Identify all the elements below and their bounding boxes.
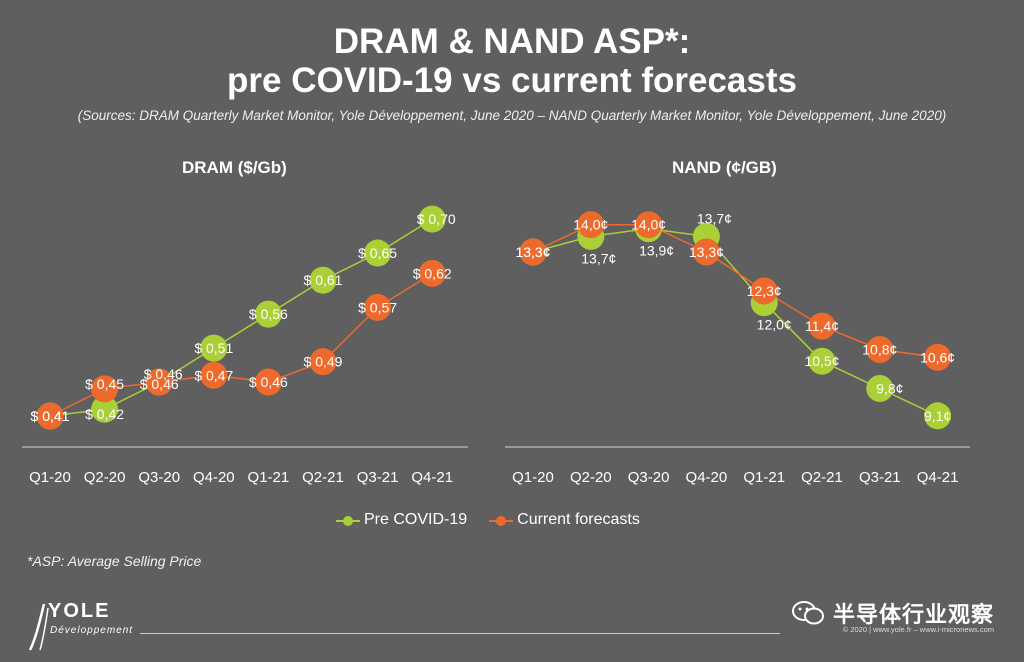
nand-point-current [577,211,605,239]
dram-point-pre-covid [200,334,228,362]
nand-data-label: 13,3¢ [515,244,550,260]
nand-point-current [692,238,720,266]
dram-data-label: $ 0,56 [249,306,288,322]
nand-tick-label: Q2-20 [570,469,612,486]
nand-tick-label: Q4-20 [686,469,728,486]
dram-data-label: $ 0,46 [249,374,288,390]
footnote: *ASP: Average Selling Price [27,553,202,569]
dram-data-label: $ 0,45 [85,376,124,392]
nand-point-current [924,343,952,371]
nand-data-label: 10,8¢ [862,342,897,358]
nand-point-pre-covid [808,347,836,375]
legend: Pre COVID-19 Current forecasts [336,511,662,529]
nand-chart-title: NAND (¢/GB) [672,158,777,177]
dram-data-label: $ 0,70 [417,211,456,227]
dram-data-label: $ 0,41 [31,408,70,424]
nand-tick-label: Q1-21 [743,469,785,486]
dram-data-label: $ 0,47 [194,367,233,383]
dram-data-label: $ 0,57 [358,299,397,315]
legend-swatch-current [489,514,514,526]
nand-point-current [808,312,836,340]
nand-data-label: 9,1¢ [924,408,951,424]
dram-point-current [254,368,282,396]
legend-item-current: Current forecasts [489,511,640,529]
nand-data-label: 13,3¢ [515,244,550,260]
nand-data-label: 10,6¢ [920,349,955,365]
dram-point-current [36,402,64,430]
nand-data-label: 12,0¢ [757,317,792,333]
dram-tick-label: Q3-20 [138,469,180,486]
nand-data-label: 12,3¢ [747,283,782,299]
logo-subtitle: Développement [50,625,134,636]
nand-data-label: 14,0¢ [631,217,666,233]
dram-point-current [309,348,337,376]
dram-data-label: $ 0,46 [144,366,183,382]
nand-point-current [519,238,547,266]
dram-tick-label: Q1-21 [248,469,290,486]
dram-data-label: $ 0,62 [413,265,452,281]
dram-point-current [91,375,119,403]
nand-tick-label: Q1-20 [512,469,554,486]
dram-tick-label: Q4-21 [411,469,453,486]
dram-data-label: $ 0,51 [194,340,233,356]
nand-point-current [635,211,663,239]
wechat-icon [791,601,824,625]
dram-point-pre-covid [254,300,282,328]
nand-data-label: 9,8¢ [876,381,903,397]
dram-chart-title: DRAM ($/Gb) [182,158,287,177]
dram-tick-label: Q3-21 [357,469,399,486]
page-subtitle: pre COVID-19 vs current forecasts [227,61,797,100]
dram-tick-label: Q4-20 [193,469,235,486]
dram-tick-label: Q2-20 [84,469,126,486]
nand-point-current [866,336,894,363]
dram-data-label: $ 0,65 [358,245,397,261]
dram-point-current [418,259,446,287]
nand-data-label: 13,7¢ [697,210,732,226]
yole-logo-icon [28,603,49,651]
page-title: DRAM & NAND ASP*: [333,22,691,61]
legend-item-pre-covid: Pre COVID-19 [336,511,467,529]
nand-point-pre-covid [924,402,952,430]
nand-data-label: 10,5¢ [804,353,839,369]
nand-tick-label: Q3-21 [859,469,901,486]
nand-point-pre-covid [866,375,894,402]
dram-data-label: $ 0,42 [85,406,124,422]
nand-tick-label: Q2-21 [801,469,843,486]
dram-point-pre-covid [309,266,337,294]
copyright: © 2020 | www.yole.fr – www.i-micronews.c… [842,625,994,634]
dram-data-label: $ 0,49 [304,354,343,370]
dram-point-pre-covid [364,239,392,267]
dram-point-current [364,293,392,321]
nand-point-current [750,277,778,305]
dram-point-current [200,361,228,389]
nand-data-label: 13,7¢ [581,250,616,266]
nand-data-label: 13,3¢ [689,244,724,260]
nand-data-label: 11,4¢ [805,318,839,334]
dram-tick-label: Q1-20 [29,469,71,486]
watermark-text: 半导体行业观察 [832,602,994,627]
nand-data-label: 13,9¢ [639,243,674,259]
dram-data-label: $ 0,61 [304,272,343,288]
nand-tick-label: Q4-21 [917,469,959,486]
legend-label-pre-covid: Pre COVID-19 [364,511,468,528]
legend-swatch-pre-covid [336,514,360,526]
dram-data-label: $ 0,41 [31,408,70,424]
logo-name: YOLE [48,600,111,622]
dram-point-current [145,368,173,396]
legend-label-current: Current forecasts [517,511,640,528]
footer-divider [140,633,780,634]
nand-data-label: 14,0¢ [573,217,608,233]
dram-point-pre-covid [91,395,119,423]
nand-tick-label: Q3-20 [628,469,670,486]
sources-note: (Sources: DRAM Quarterly Market Monitor,… [77,108,947,123]
watermark: 半导体行业观察 [791,597,994,629]
dram-point-pre-covid [418,205,446,233]
dram-tick-label: Q2-21 [302,469,344,486]
dram-data-label: $ 0,46 [140,376,179,392]
